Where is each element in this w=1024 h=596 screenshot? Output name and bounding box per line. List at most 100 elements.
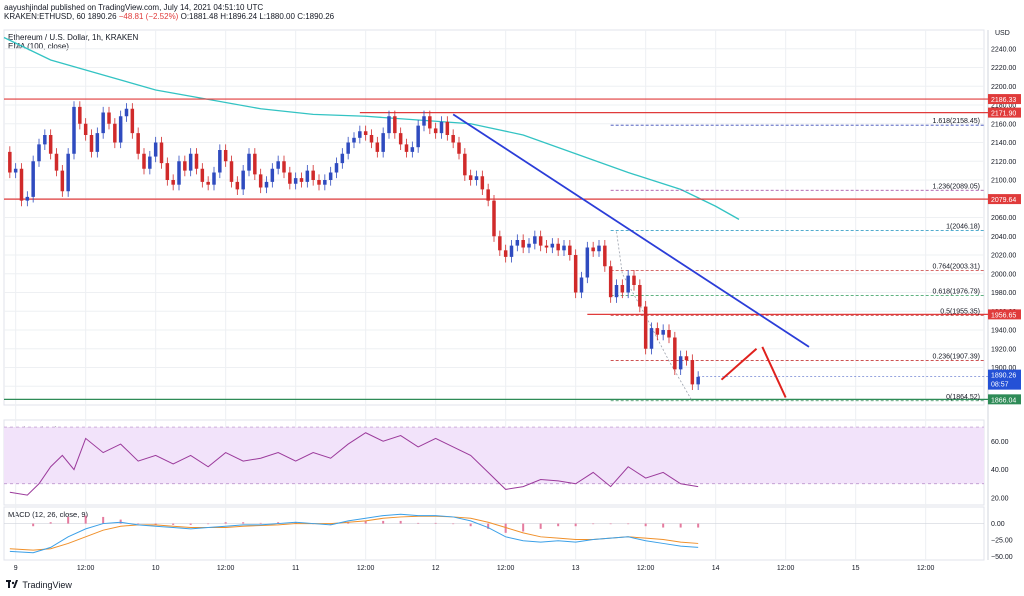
macd-tick-label: 0.00 [991, 521, 1005, 528]
x-tick-label: 15 [852, 565, 860, 572]
macd-histogram-bar [189, 523, 192, 525]
candle [515, 240, 520, 246]
tradingview-brand[interactable]: TradingView [6, 580, 72, 590]
macd-histogram-bar [592, 523, 595, 525]
macd-tick-label: −50.00 [991, 554, 1013, 561]
candle [25, 196, 30, 201]
macd-histogram-bar [609, 523, 612, 525]
tradingview-logo-icon [6, 580, 18, 588]
brand-name: TradingView [22, 580, 72, 590]
rsi-band [4, 427, 984, 484]
candle [95, 133, 100, 152]
candle [492, 200, 496, 237]
ema-line [3, 36, 740, 220]
level-price-tag [988, 394, 1021, 405]
candle [480, 176, 485, 190]
candle [270, 168, 275, 182]
y-tick-label: 2040.00 [991, 234, 1016, 241]
publish-header: aayushjindal published on TradingView.co… [4, 3, 334, 21]
change-text: −48.81 (−2.52%) [118, 12, 179, 21]
fib-drawing-guide [616, 231, 693, 402]
candle [352, 137, 356, 143]
macd-histogram-bar [557, 523, 560, 527]
candle [451, 135, 455, 143]
candle [591, 247, 595, 252]
candle [60, 170, 65, 192]
candle [235, 181, 240, 190]
macd-histogram-bar [347, 522, 350, 524]
macd-histogram-bar [504, 523, 507, 533]
macd-histogram-bar [417, 522, 420, 524]
macd-histogram-bar [434, 522, 437, 524]
candle [468, 175, 473, 180]
candle [288, 172, 292, 184]
x-tick-label: 14 [712, 565, 720, 572]
rsi-tick-label: 20.00 [991, 495, 1009, 502]
low-value: L:1880.00 [259, 12, 295, 21]
candle [19, 168, 24, 201]
candle [305, 170, 310, 182]
candle [293, 178, 298, 184]
candle [550, 243, 555, 248]
macd-histogram-bar [49, 522, 52, 524]
macd-histogram-bar [102, 516, 105, 524]
open-value: O:1881.48 [180, 12, 218, 21]
candle [188, 153, 193, 171]
macd-histogram-bar [294, 522, 297, 524]
level-price-label: 1956.65 [991, 312, 1016, 319]
macd-line [9, 513, 699, 554]
candle [544, 245, 549, 248]
candle [363, 131, 368, 135]
candle [620, 285, 625, 293]
candle [533, 236, 537, 244]
candle [387, 116, 391, 134]
currency-label: USD [995, 30, 1010, 37]
candle [381, 133, 385, 152]
x-tick-label: 12:00 [77, 565, 95, 572]
macd-histogram-bar [137, 523, 140, 525]
candle [562, 245, 566, 251]
candle [410, 147, 415, 152]
candle [194, 153, 199, 169]
x-tick-label: 11 [292, 565, 299, 572]
macd-histogram-bar [172, 523, 175, 525]
candle [323, 180, 327, 185]
bearish-trendline [452, 113, 810, 348]
x-tick-label: 12:00 [357, 565, 375, 572]
candle [54, 153, 59, 171]
candle [113, 123, 117, 143]
candle [241, 170, 245, 190]
fib-level-label: 1.618(2158.45) [933, 118, 980, 125]
candle [165, 163, 170, 180]
candle [107, 112, 111, 124]
candle [43, 135, 47, 145]
fib-level-label: 0.764(2003.31) [933, 264, 980, 271]
x-tick-label: 13 [572, 565, 580, 572]
candle [398, 133, 403, 145]
candle [655, 328, 660, 335]
candle [369, 135, 374, 143]
candle [48, 135, 53, 154]
macd-histogram-bar [277, 522, 280, 524]
level-price-tag [988, 107, 1021, 118]
rsi-line [9, 432, 699, 496]
candle [212, 172, 216, 185]
y-tick-label: 2020.00 [991, 253, 1016, 260]
candle [148, 156, 152, 169]
macd-histogram-bar [487, 523, 490, 529]
macd-pane-frame [3, 506, 985, 561]
candle [124, 108, 129, 117]
symbol-label: KRAKEN:ETHUSD, 60 [4, 12, 86, 21]
macd-histogram-bar [382, 520, 385, 524]
macd-histogram-bar [207, 523, 210, 525]
x-tick-label: 12:00 [217, 565, 235, 572]
y-tick-label: 2180.00 [991, 103, 1016, 110]
macd-histogram-bar [522, 523, 525, 532]
candle [696, 376, 700, 385]
candle [218, 150, 222, 173]
macd-tick-label: −25.00 [991, 538, 1013, 545]
candle [643, 306, 648, 349]
macd-histogram-bar [242, 522, 245, 524]
candle [538, 236, 543, 246]
